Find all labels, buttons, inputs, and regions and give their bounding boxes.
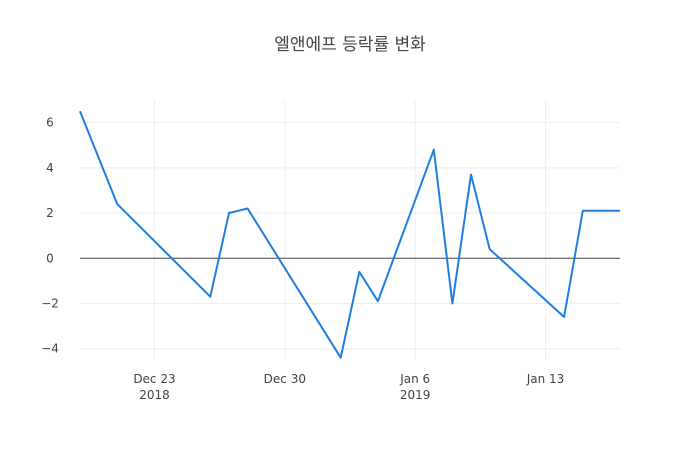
x-tick-label: Dec 30 xyxy=(264,372,306,386)
tick-label-layer: −4 −2 0 2 4 6 Dec 23 2018 Dec 30 Jan 6 2019 Jan 13 xyxy=(41,116,564,402)
x-tick-year-label: 2019 xyxy=(400,388,431,402)
y-tick-label: 6 xyxy=(46,116,54,130)
chart-title: 엘앤에프 등락률 변화 xyxy=(274,35,426,55)
x-tick-label: Dec 23 xyxy=(133,372,175,386)
x-tick-label: Jan 6 xyxy=(399,372,430,386)
y-tick-label: −2 xyxy=(41,296,59,310)
series-line xyxy=(79,110,620,359)
series-layer xyxy=(79,110,620,359)
y-tick-label: −4 xyxy=(41,342,59,356)
x-tick-year-label: 2018 xyxy=(139,388,170,402)
y-tick-label: 4 xyxy=(46,161,54,175)
x-tick-label: Jan 13 xyxy=(526,372,565,386)
grid-layer xyxy=(80,100,620,360)
y-tick-label: 2 xyxy=(46,206,54,220)
y-tick-label: 0 xyxy=(46,251,54,265)
